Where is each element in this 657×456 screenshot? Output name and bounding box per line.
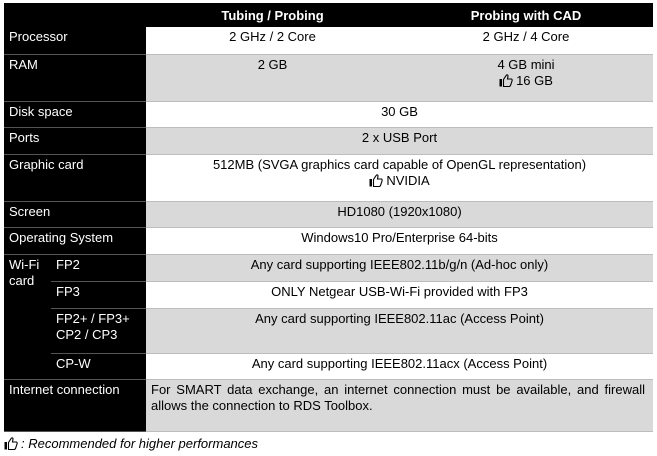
thumbs-up-icon (4, 437, 18, 450)
row-label: Disk space (4, 101, 146, 128)
table-row: FP3 ONLY Netgear USB-Wi-Fi provided with… (4, 281, 653, 309)
row-label: Screen (4, 201, 146, 228)
row-label: Wi-Fi card (4, 254, 51, 380)
row-label: Graphic card (4, 154, 146, 202)
row-label: Operating System (4, 227, 146, 255)
row-label: Internet connection (4, 379, 146, 432)
table-row: Internet connection For SMART data excha… (4, 379, 653, 432)
row-label: Processor (4, 27, 146, 55)
table-row: Processor 2 GHz / 2 Core 2 GHz / 4 Core (4, 27, 653, 55)
table-header: Tubing / Probing Probing with CAD (4, 3, 653, 27)
table-row: Graphic card 512MB (SVGA graphics card c… (4, 154, 653, 202)
system-requirements-table: Tubing / Probing Probing with CAD Proces… (4, 3, 653, 432)
table-row: Ports 2 x USB Port (4, 127, 653, 155)
table-row: Disk space 30 GB (4, 101, 653, 128)
table-row: RAM 2 GB 4 GB mini 16 GB (4, 54, 653, 102)
thumbs-up-icon (499, 74, 513, 87)
thumbs-up-icon (369, 174, 383, 187)
row-label: Ports (4, 127, 146, 155)
header-probing-cad: Probing with CAD (399, 3, 653, 27)
table-row: CP-W Any card supporting IEEE802.11acx (… (4, 353, 653, 380)
table-row: Screen HD1080 (1920x1080) (4, 201, 653, 228)
header-tubing-probing: Tubing / Probing (146, 3, 399, 27)
footnote: : Recommended for higher performances (4, 436, 258, 451)
table-row: Wi-Fi card FP2 Any card supporting IEEE8… (4, 254, 653, 380)
table-row: Operating System Windows10 Pro/Enterpris… (4, 227, 653, 255)
table-row: FP2+ / FP3+ CP2 / CP3 Any card supportin… (4, 308, 653, 354)
row-label: RAM (4, 54, 146, 102)
